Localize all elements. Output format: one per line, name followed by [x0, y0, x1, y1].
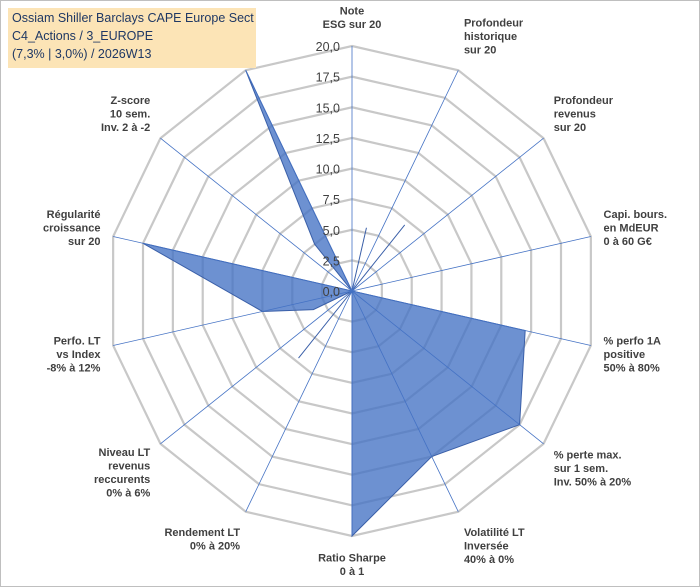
axis-label-line: reccurents [94, 474, 150, 486]
axis-label-line: % perte max. [554, 449, 622, 461]
chart-title-line-2: C4_Actions / 3_EUROPE [12, 29, 154, 43]
axis-label-line: Profondeur [464, 18, 524, 30]
tick-label: 2,5 [323, 254, 340, 268]
axis-label: Perfo. LT vs Index -8% à 12% [47, 336, 102, 375]
axis-label-line: ESG sur 20 [323, 19, 382, 31]
axis-label-line: Z-score [111, 95, 151, 107]
axis-label-line: sur 20 [464, 45, 496, 57]
axis-label-line: Inv. 50% à 20% [554, 476, 632, 488]
axis-label-line: % perfo 1A [604, 336, 662, 348]
axis-label-line: 40% à 0% [464, 554, 514, 566]
axis-label-line: sur 20 [554, 122, 586, 134]
axis-label: Ratio Sharpe 0 à 1 [318, 553, 386, 579]
axis-label-line: vs Index [56, 349, 101, 361]
axis-label-line: en MdEUR [604, 222, 659, 234]
chart-title-line-3: (7,3% | 3,0%) / 2026W13 [12, 47, 152, 61]
axis-label-line: Capi. bours. [604, 209, 668, 221]
axis-label-line: positive [604, 349, 646, 361]
axis-label: Régularité croissance sur 20 [43, 209, 100, 248]
axis-label: % perfo 1A positive 50% à 80% [604, 336, 662, 375]
axis-label-line: Inversée [464, 540, 509, 552]
axis-label: Note ESG sur 20 [323, 6, 382, 32]
axis-label: Profondeur historique sur 20 [464, 18, 524, 57]
axis-label-line: 10 sem. [110, 109, 150, 121]
axis-label-line: -8% à 12% [47, 363, 101, 375]
axis-label: Rendement LT 0% à 20% [164, 527, 240, 553]
axis-label-line: Note [340, 6, 364, 18]
axis-label-line: revenus [554, 109, 596, 121]
radial-axis-line [160, 290, 353, 445]
axis-label: % perte max. sur 1 sem. Inv. 50% à 20% [554, 449, 632, 488]
radial-axis-line [113, 236, 353, 292]
radial-axis-line [351, 236, 591, 292]
tick-label: 17,5 [316, 71, 340, 85]
axis-label-line: 0% à 20% [190, 540, 240, 552]
tick-label: 15,0 [316, 101, 340, 115]
axis-label: Niveau LT revenus reccurents 0% à 6% [94, 447, 151, 500]
tick-label: 0,0 [323, 285, 340, 299]
axis-label-line: Profondeur [554, 95, 614, 107]
axis-label-line: 0% à 6% [106, 487, 150, 499]
radial-axis-line [113, 290, 353, 346]
axis-label: Z-score 10 sem. Inv. 2 à -2 [101, 95, 150, 134]
axis-label-line: 50% à 80% [604, 363, 660, 375]
radial-axis-line [351, 290, 591, 346]
axis-label-line: croissance [43, 222, 100, 234]
axis-label-line: Ratio Sharpe [318, 553, 386, 565]
tick-label: 5,0 [323, 224, 340, 238]
axis-label-line: Volatilité LT [464, 527, 525, 539]
radial-axis-line [245, 290, 353, 512]
tick-label: 7,5 [323, 193, 340, 207]
axis-label-line: Régularité [47, 209, 101, 221]
tick-label: 10,0 [316, 163, 340, 177]
chart-title-box: Ossiam Shiller Barclays CAPE Europe Sect… [8, 8, 256, 68]
axis-label: Profondeur revenus sur 20 [554, 95, 614, 134]
axis-label-line: revenus [108, 460, 150, 472]
axis-label: Capi. bours. en MdEUR 0 à 60 G€ [604, 209, 668, 248]
radial-axes [113, 46, 591, 536]
axis-label-line: historique [464, 31, 517, 43]
radial-axis-line [351, 70, 459, 292]
axis-label-line: sur 20 [68, 236, 100, 248]
radial-axis-line [245, 70, 353, 292]
radial-axis-line [351, 290, 544, 445]
axis-label-line: sur 1 sem. [554, 463, 608, 475]
radial-axis-line [160, 137, 353, 292]
radial-axis-line [351, 137, 544, 292]
axis-label-line: 0 à 60 G€ [604, 236, 652, 248]
axis-label-line: Perfo. LT [54, 336, 101, 348]
axis-label-line: Rendement LT [164, 527, 240, 539]
tick-label: 20,0 [316, 40, 340, 54]
axis-label: Volatilité LT Inversée 40% à 0% [464, 527, 525, 566]
radial-axis-line [351, 290, 459, 512]
chart-title-line-1: Ossiam Shiller Barclays CAPE Europe Sect [12, 11, 254, 25]
axis-label-line: Niveau LT [99, 447, 151, 459]
axis-label-line: 0 à 1 [340, 566, 364, 578]
axis-label-line: Inv. 2 à -2 [101, 122, 150, 134]
tick-label: 12,5 [316, 132, 340, 146]
